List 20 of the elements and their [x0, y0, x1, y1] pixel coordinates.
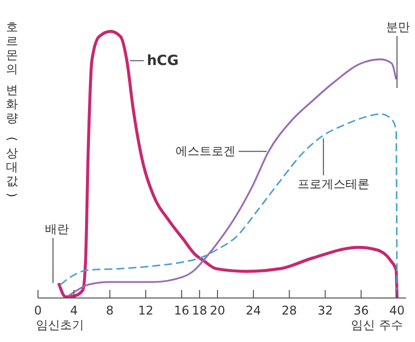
- text: 호르몬의 변화량 (상대값): [5, 20, 19, 198]
- series-label: hCG: [146, 52, 179, 69]
- x-axis-title: 임신 주수: [351, 318, 403, 332]
- x-tick-label: 20: [210, 304, 226, 318]
- x-tick-label: 36: [353, 304, 369, 318]
- x-tick-label: 28: [282, 304, 297, 318]
- x-tick-label: 16: [174, 304, 190, 318]
- x-tick-label: 4: [70, 304, 78, 318]
- annotation: 배란: [45, 222, 69, 236]
- annotation: 분만: [386, 20, 410, 34]
- x-tick-label: 0: [34, 304, 42, 318]
- x-tick-label: 24: [246, 304, 262, 318]
- x-tick-label: 40: [389, 304, 405, 318]
- x-tick-label: 18: [192, 304, 208, 318]
- series-label: 프로게스테론: [297, 177, 370, 192]
- x-tick-label: 32: [318, 304, 333, 318]
- text: 임신초기: [36, 318, 84, 332]
- x-tick-label: 8: [106, 304, 114, 318]
- x-tick-label: 12: [138, 304, 154, 318]
- text: 에스트로겐: [176, 144, 236, 158]
